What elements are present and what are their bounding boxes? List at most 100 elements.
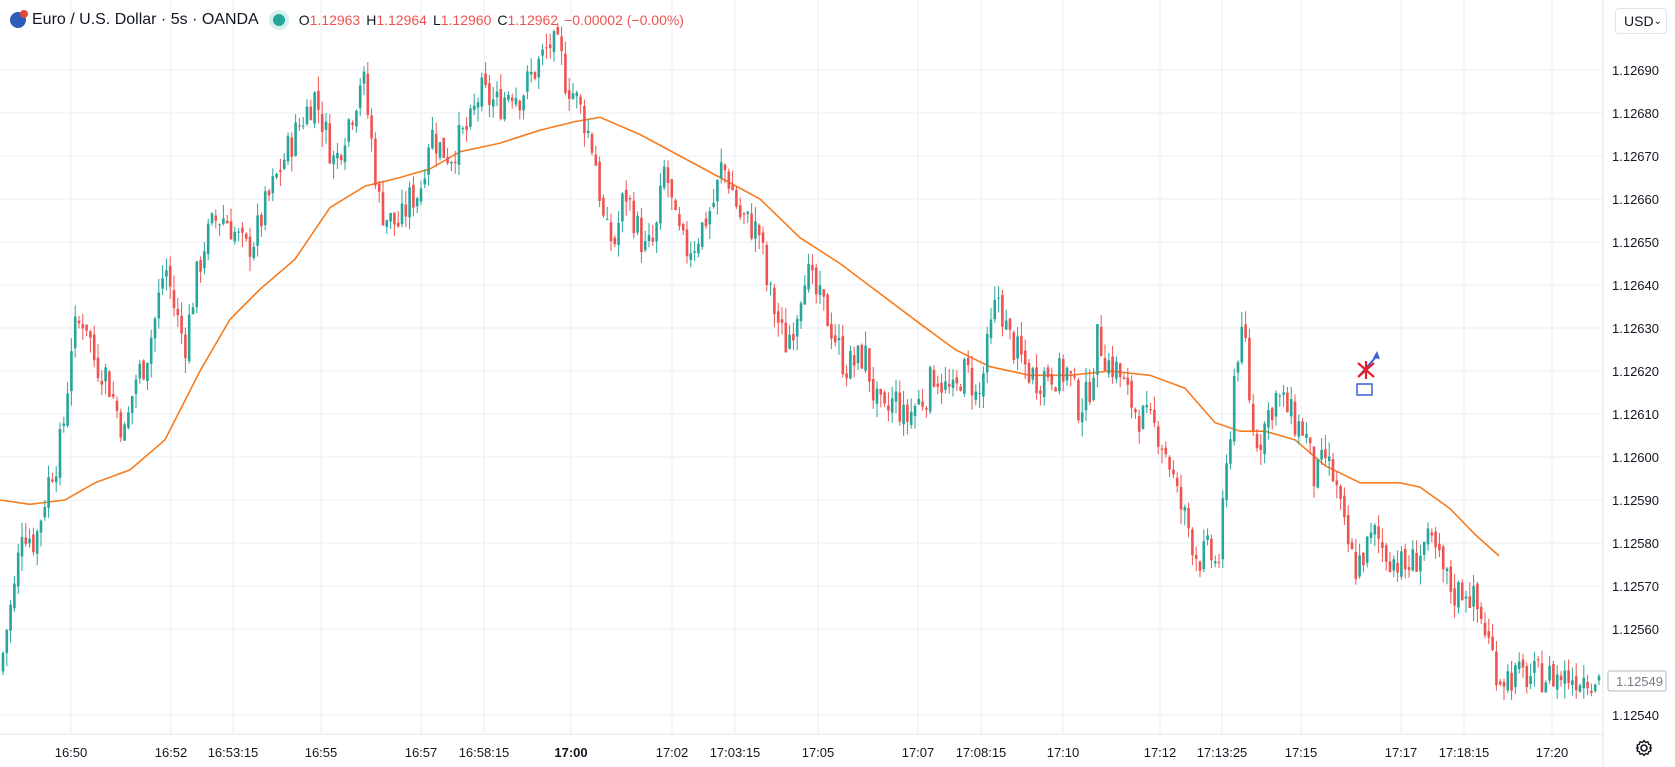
candle [358, 78, 362, 116]
candle-body [168, 265, 172, 287]
candle-body [985, 333, 989, 373]
high-value: H1.12964 [366, 12, 427, 28]
candle-body [389, 213, 392, 222]
candle [799, 300, 803, 329]
candle [43, 499, 47, 521]
y-tick-label: 1.12540 [1612, 708, 1659, 723]
rectangle-marker[interactable] [1356, 383, 1373, 396]
candle [590, 132, 594, 156]
candle [248, 227, 252, 272]
drawing-marker[interactable] [1356, 351, 1380, 396]
candle [1316, 458, 1320, 489]
currency-select[interactable]: USD ⌄ [1615, 8, 1667, 34]
candle [579, 93, 582, 114]
price-axis[interactable] [0, 0, 1604, 767]
candle [1346, 505, 1350, 553]
candle-body [343, 145, 347, 163]
candle-body [594, 154, 598, 166]
symbol-title[interactable]: Euro / U.S. Dollar · 5s · OANDA [32, 11, 259, 28]
candle-body [906, 404, 909, 422]
candle [328, 114, 332, 165]
candle [1571, 667, 1574, 696]
candle-body [1411, 549, 1415, 571]
candle [909, 398, 913, 429]
candle [415, 196, 419, 214]
market-status-icon[interactable] [272, 14, 285, 26]
candle [890, 386, 894, 423]
candle-body [241, 227, 244, 233]
candle-body [1031, 368, 1035, 380]
candle [1293, 394, 1297, 438]
x-tick-label: 17:12 [1144, 745, 1177, 760]
candle [35, 528, 39, 566]
candle [985, 326, 989, 384]
candle-body [951, 379, 955, 389]
cross-marker[interactable] [1357, 361, 1375, 379]
candle-body [868, 348, 871, 382]
candle [1248, 328, 1251, 404]
candle-body [1400, 551, 1403, 577]
candle [1286, 386, 1289, 413]
y-tick-label: 1.12590 [1612, 493, 1659, 508]
candle-body [959, 386, 962, 391]
candle [974, 384, 978, 406]
candle [697, 238, 700, 258]
candle-body [1350, 542, 1354, 550]
candle [484, 61, 487, 89]
candle [594, 145, 598, 166]
candle [115, 396, 119, 419]
currency-value: USD [1624, 13, 1654, 29]
candle [119, 408, 123, 443]
candle-body [119, 412, 123, 438]
y-tick-label: 1.12610 [1612, 407, 1659, 422]
candle [1035, 354, 1038, 400]
candle-body [1514, 665, 1517, 688]
candle-body [894, 391, 898, 402]
candle-body [51, 479, 54, 482]
candle-body [1574, 676, 1578, 691]
candle [138, 359, 142, 384]
candle [1400, 546, 1403, 580]
candle [294, 114, 297, 157]
candle-body [434, 133, 438, 154]
candle [1578, 683, 1582, 693]
candle-body [693, 251, 696, 253]
y-tick-label: 1.12620 [1612, 364, 1659, 379]
x-tick-label: 17:10 [1047, 745, 1080, 760]
candle-body [887, 405, 890, 411]
candle [769, 281, 772, 296]
candle [1080, 398, 1084, 437]
candle-body [62, 423, 66, 427]
candle [917, 389, 921, 406]
candle-body [184, 334, 187, 359]
candle-body [837, 338, 841, 341]
candle [556, 23, 560, 36]
candle-body [1229, 439, 1232, 464]
candle [187, 304, 191, 364]
candle-body [1567, 670, 1570, 684]
candle-body [875, 388, 879, 404]
candle [28, 528, 31, 548]
candle [1438, 532, 1441, 558]
candle [450, 160, 453, 172]
x-tick-labels[interactable]: 16:50 16:52 16:53:15 16:55 16:57 16:58:15 17:0… [55, 745, 1569, 760]
candle-body [757, 225, 761, 236]
candle [1483, 612, 1487, 639]
candle [822, 288, 826, 311]
candle [659, 173, 662, 230]
candle-body [814, 267, 818, 295]
y-tick-label: 1.12660 [1612, 192, 1659, 207]
settings-gear-icon[interactable] [1633, 737, 1655, 759]
candle-body [1392, 559, 1396, 571]
candle [624, 180, 628, 217]
candle-body [681, 223, 685, 231]
candle-body [355, 110, 358, 127]
candle-body [514, 97, 518, 105]
candle-body [20, 536, 24, 557]
candle-body [864, 345, 867, 371]
candle [993, 286, 997, 323]
candle-body [605, 219, 609, 221]
candle [1001, 289, 1004, 337]
candle [560, 26, 563, 66]
